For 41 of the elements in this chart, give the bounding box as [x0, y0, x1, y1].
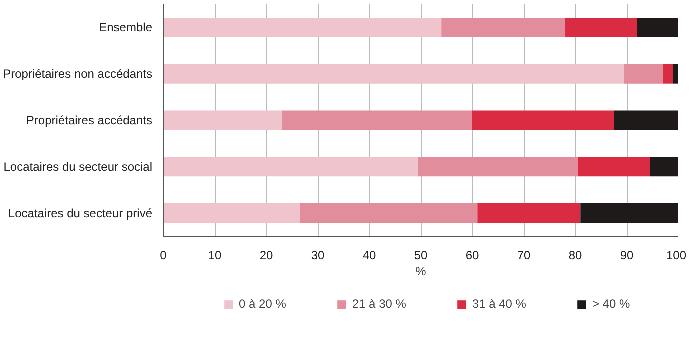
bar: [614, 110, 678, 130]
bar: [164, 18, 442, 38]
bar: [442, 18, 566, 38]
y-tick-label: Propriétaires non accédants: [3, 67, 152, 82]
bar: [164, 157, 418, 177]
x-axis-title: %: [416, 264, 427, 278]
bar: [164, 64, 624, 84]
x-tick-label: 20: [260, 248, 274, 262]
y-tick-label: Locataires du secteur social: [4, 160, 153, 174]
bar: [580, 204, 678, 224]
bar: [282, 110, 472, 130]
x-tick-label: 50: [414, 248, 428, 262]
x-tick-label: 10: [208, 248, 222, 262]
x-tick-label: 30: [311, 248, 325, 262]
legend-label: > 40 %: [592, 297, 630, 311]
y-tick-label: Propriétaires accédants: [26, 114, 153, 128]
bar: [673, 64, 678, 84]
bar: [663, 64, 674, 84]
bar: [164, 110, 282, 130]
bar: [472, 110, 614, 130]
legend-label: 0 à 20 %: [239, 297, 286, 311]
legend-label: 21 à 30 %: [352, 297, 406, 311]
legend-label: 31 à 40 %: [472, 297, 526, 311]
bar: [300, 204, 478, 224]
x-tick-label: 100: [666, 248, 687, 262]
x-tick-label: 0: [160, 248, 168, 262]
x-tick-label: 40: [362, 248, 376, 262]
y-tick-label: Locataires du secteur privé: [8, 206, 153, 220]
bar: [637, 18, 678, 38]
bar: [418, 157, 578, 177]
x-tick-label: 80: [568, 248, 582, 262]
bar: [478, 204, 581, 224]
bar: [565, 18, 638, 38]
x-tick-label: 60: [466, 248, 480, 262]
x-tick-label: 90: [620, 248, 634, 262]
y-tick-label: Ensemble: [99, 20, 153, 35]
bar: [624, 64, 664, 84]
bar: [578, 157, 650, 177]
bar: [164, 204, 300, 224]
bar: [650, 157, 678, 177]
x-tick-label: 70: [517, 248, 531, 262]
